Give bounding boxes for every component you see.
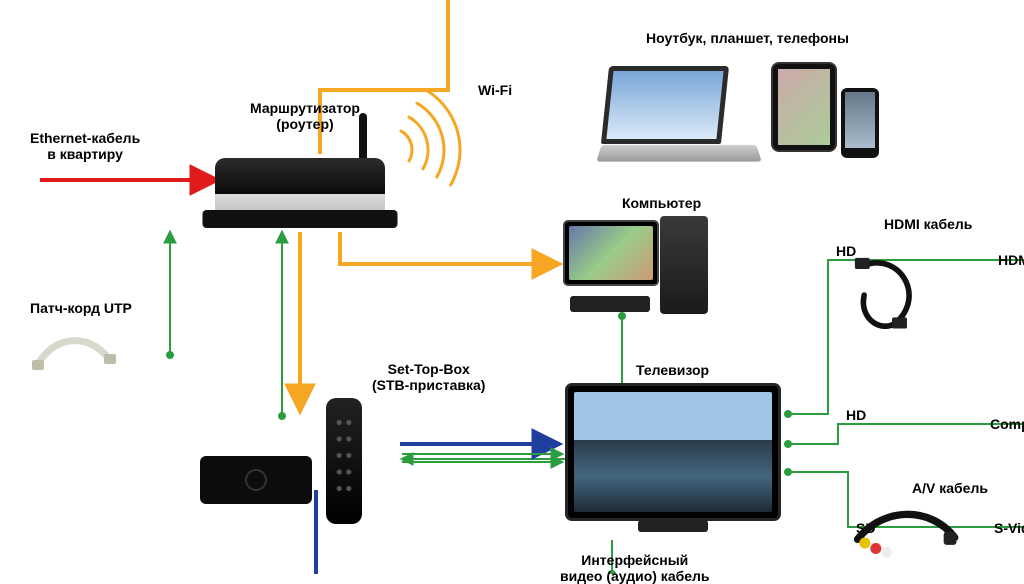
mobiles-group [605,52,895,172]
hdmi-cable-icon [850,256,936,336]
wifi-arc [425,89,460,185]
wifi-arc [417,103,444,177]
edge-dot-utp-up [166,351,174,359]
label-hdmi-cable: HDMI кабель [884,216,972,232]
label-av-cable: A/V кабель [912,480,988,496]
label-tv: Телевизор [636,362,709,378]
label-wifi: Wi-Fi [478,82,512,98]
edge-tv-hd-mid [788,424,1024,444]
wifi-arc [409,117,428,169]
wifi-arc [401,131,412,161]
edge-dot-tv-hd-top [784,410,792,418]
label-computer: Компьютер [622,195,701,211]
computer-device [575,216,725,321]
label-component: Component [990,416,1024,432]
label-ethernet-in: Ethernet-кабель в квартиру [30,130,140,162]
label-iface: Интерфейсный видео (аудио) кабель [560,552,710,584]
stb-device [200,420,400,550]
label-patchcord: Патч-корд UTP [30,300,132,316]
label-hd-mid: HD [846,407,866,423]
label-hdmi-right: HDMI [998,252,1024,268]
edge-router-to-pc-or [340,232,558,264]
label-svideo: S-Video [994,520,1024,536]
tv-device [568,386,778,518]
av-cable-icon [852,500,962,564]
router-device [215,158,385,218]
label-router: Маршрутизатор (роутер) [250,100,360,132]
edge-dot-stb-to-router-g [278,412,286,420]
utp-cable-icon [30,326,120,376]
label-stb: Set-Top-Box (STB-приставка) [372,361,485,393]
edge-dot-tv-sd [784,468,792,476]
edge-dot-tv-hd-mid [784,440,792,448]
label-mobiles: Ноутбук, планшет, телефоны [646,30,849,46]
